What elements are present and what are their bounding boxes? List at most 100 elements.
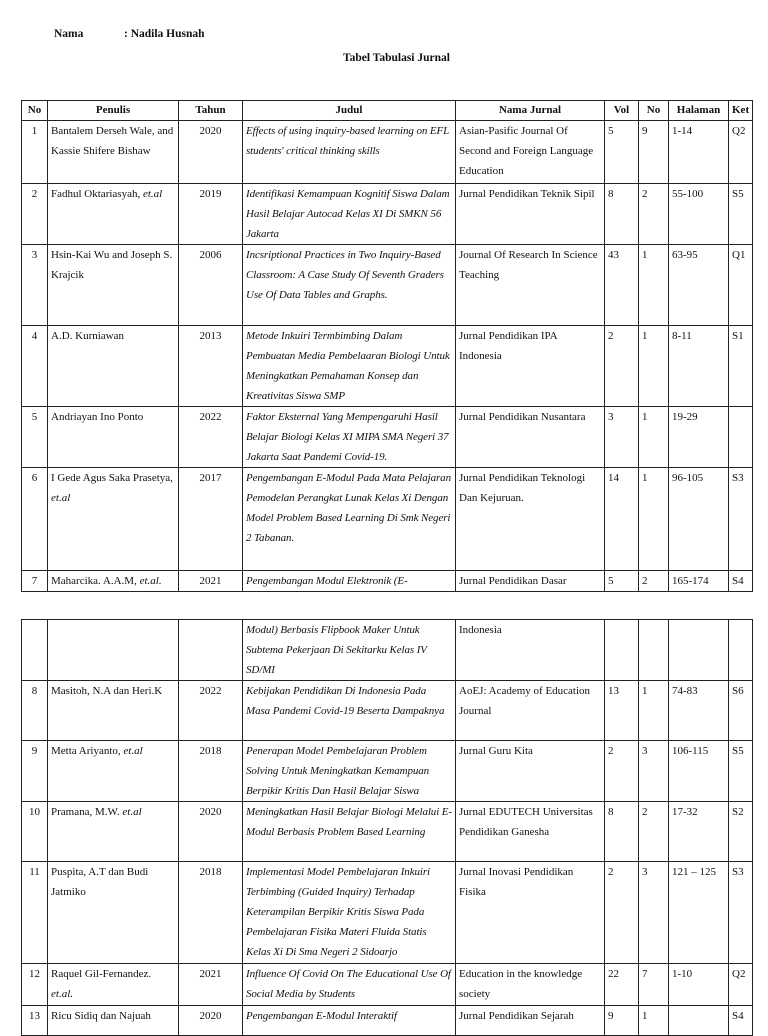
volume-cell: 13 bbox=[604, 680, 639, 741]
row-number-text: 10 bbox=[29, 806, 40, 818]
row-number: 9 bbox=[21, 740, 48, 802]
row-number: 13 bbox=[21, 1005, 48, 1036]
issue-cell: 2 bbox=[638, 570, 669, 592]
row-number: 2 bbox=[21, 183, 48, 245]
issue-cell-text: 2 bbox=[642, 806, 648, 818]
title-cell: Meningkatkan Hasil Belajar Biologi Melal… bbox=[242, 801, 456, 862]
year-cell: 2020 bbox=[178, 120, 243, 184]
volume-cell bbox=[604, 619, 639, 681]
author-cell-text: Raquel Gil-Fernandez. bbox=[51, 968, 152, 980]
pages-cell bbox=[668, 1005, 729, 1036]
author-cell-text: Fadhul Oktariasyah, bbox=[51, 188, 143, 200]
author-cell-text: Maharcika. A.A.M, bbox=[51, 575, 140, 587]
volume-cell-text: 5 bbox=[608, 575, 614, 587]
row-number-text: 5 bbox=[31, 411, 38, 423]
issue-cell: 2 bbox=[638, 183, 669, 245]
journal-cell: Indonesia bbox=[455, 619, 605, 681]
journal-cell: Jurnal EDUTECH Universitas Pendidikan Ga… bbox=[455, 801, 605, 862]
author-cell: Fadhul Oktariasyah, et.al bbox=[47, 183, 179, 245]
title-cell: Kebijakan Pendidikan Di Indonesia Pada M… bbox=[242, 680, 456, 741]
pages-cell-text: 106-115 bbox=[672, 745, 709, 757]
journal-table-page-1: No Penulis Tahun Judul Nama Jurnal Vol No Halam… bbox=[21, 100, 754, 592]
ket-cell-text: S4 bbox=[732, 1010, 744, 1022]
row-number-text: 8 bbox=[31, 685, 38, 697]
ket-cell bbox=[728, 619, 753, 681]
column-header: No bbox=[638, 100, 669, 121]
author-cell: Pramana, M.W. et.al bbox=[47, 801, 179, 862]
row-number-text: 1 bbox=[31, 125, 38, 137]
ket-cell: S2 bbox=[728, 801, 753, 862]
title-cell: Influence Of Covid On The Educational Us… bbox=[242, 963, 456, 1006]
volume-cell-text: 14 bbox=[608, 472, 619, 484]
issue-cell-text: 3 bbox=[642, 866, 648, 878]
year-cell: 2020 bbox=[178, 801, 243, 862]
row-number-text: 11 bbox=[29, 866, 40, 878]
year-cell-text: 2021 bbox=[199, 968, 222, 980]
year-cell: 2018 bbox=[178, 861, 243, 964]
author-cell: Bantalem Derseh Wale, and Kassie Shifere… bbox=[47, 120, 179, 184]
journal-cell: Jurnal Pendidikan Teknologi Dan Kejuruan… bbox=[455, 467, 605, 571]
title-cell: Metode Inkuiri Termbimbing Dalam Pembuat… bbox=[242, 325, 456, 407]
table-row: Modul) Berbasis Flipbook Maker Untuk Sub… bbox=[21, 619, 753, 681]
issue-cell: 1 bbox=[638, 325, 669, 407]
ket-cell bbox=[727, 406, 754, 468]
volume-cell: 14 bbox=[604, 467, 639, 571]
volume-cell-text: 3 bbox=[608, 411, 614, 423]
row-number: 1 bbox=[21, 120, 48, 184]
year-cell: 2013 bbox=[178, 325, 243, 407]
row-number-text: 7 bbox=[31, 575, 38, 587]
year-cell-text: 2018 bbox=[199, 866, 222, 878]
ket-cell-text: S5 bbox=[732, 745, 744, 757]
row-number-text: 2 bbox=[31, 188, 38, 200]
et-al-text: et.al bbox=[142, 188, 163, 200]
volume-cell: 5 bbox=[604, 570, 639, 592]
name-label: Nama bbox=[54, 28, 84, 40]
column-header: Halaman bbox=[668, 100, 729, 121]
title-cell-text: Pengembangan Modul Elektronik (E- bbox=[246, 575, 408, 587]
journal-cell: AoEJ: Academy of Education Journal bbox=[455, 680, 605, 741]
table-row: 10 Pramana, M.W. et.al 2020 Meningkatkan Ha… bbox=[21, 801, 753, 862]
journal-cell: Jurnal Pendidikan Dasar bbox=[455, 570, 605, 592]
row-number: 11 bbox=[21, 861, 48, 964]
journal-cell-text: Jurnal Pendidikan Dasar bbox=[459, 575, 567, 587]
journal-cell: Journal Of Research In Science Teaching bbox=[455, 244, 605, 326]
journal-cell-text: Jurnal Pendidikan Sejarah bbox=[459, 1010, 574, 1022]
pages-cell bbox=[668, 619, 729, 681]
et-al-text: et.al bbox=[122, 806, 142, 818]
pages-cell: 1-10 bbox=[668, 963, 729, 1006]
pages-cell: 1-14 bbox=[668, 120, 729, 184]
volume-cell: 9 bbox=[604, 1005, 639, 1036]
year-cell-text: 2022 bbox=[199, 411, 222, 423]
issue-cell-text: 2 bbox=[642, 188, 648, 200]
row-number-text: 3 bbox=[31, 249, 38, 261]
title-cell-text: Modul) Berbasis Flipbook Maker Untuk Sub… bbox=[246, 624, 427, 676]
issue-cell-text: 1 bbox=[642, 411, 648, 423]
issue-cell: 2 bbox=[638, 801, 669, 862]
column-header: Judul bbox=[242, 100, 456, 121]
author-cell: A.D. Kurniawan bbox=[47, 325, 179, 407]
title-cell: Pengembangan E-Modul Interaktif bbox=[242, 1005, 456, 1036]
volume-cell-text: 22 bbox=[608, 968, 619, 980]
year-cell-text: 2006 bbox=[199, 249, 222, 261]
table-row: 4 A.D. Kurniawan 2013 Metode Inkuiri Termbi… bbox=[21, 325, 754, 407]
title-cell-text: Incsriptional Practices in Two Inquiry-B… bbox=[246, 249, 444, 301]
author-cell: Andriayan Ino Ponto bbox=[47, 406, 179, 468]
author-cell: Hsin-Kai Wu and Joseph S. Krajcik bbox=[47, 244, 179, 326]
journal-cell-text: Jurnal Pendidikan IPA Indonesia bbox=[459, 330, 557, 362]
author-cell-text: A.D. Kurniawan bbox=[51, 330, 125, 342]
row-number-text: 9 bbox=[31, 745, 38, 757]
pages-cell-text: 1-14 bbox=[672, 125, 693, 137]
title-cell-text: Implementasi Model Pembelajaran Inkuiri … bbox=[246, 866, 430, 958]
title-cell-text: Influence Of Covid On The Educational Us… bbox=[246, 968, 451, 1000]
issue-cell-text: 1 bbox=[642, 249, 648, 261]
ket-cell-text: Q2 bbox=[732, 125, 746, 137]
year-cell-text: 2019 bbox=[199, 188, 222, 200]
volume-cell-text: 43 bbox=[608, 249, 619, 261]
volume-cell: 5 bbox=[604, 120, 639, 184]
ket-cell: S3 bbox=[727, 467, 754, 571]
journal-cell-text: Journal Of Research In Science Teaching bbox=[459, 249, 598, 281]
ket-cell-text: S4 bbox=[732, 575, 744, 587]
ket-cell: S4 bbox=[727, 570, 754, 592]
issue-cell-text: 1 bbox=[642, 472, 648, 484]
ket-cell-text: S1 bbox=[732, 330, 744, 342]
